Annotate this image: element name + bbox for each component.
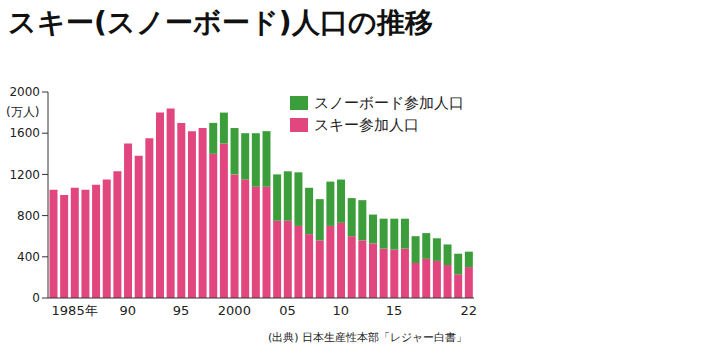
svg-text:1600: 1600 [9, 126, 40, 140]
html-text:スキー参加人口: スキー参加人口 [314, 116, 419, 134]
svg-text:95: 95 [173, 303, 190, 318]
html-text:スノーボード参加人口: スノーボード参加人口 [314, 94, 464, 112]
svg-text:90: 90 [120, 303, 137, 318]
html-text:(出典) 日本生産性本部「レジャー白書」: (出典) 日本生産性本部「レジャー白書」 [268, 331, 468, 344]
html-text:(万人): (万人) [6, 105, 40, 119]
svg-text:400: 400 [17, 250, 40, 264]
svg-text:0: 0 [32, 291, 40, 305]
svg-text:10: 10 [333, 303, 350, 318]
svg-text:22: 22 [460, 303, 477, 318]
svg-text:1200: 1200 [9, 168, 40, 182]
svg-text:05: 05 [279, 303, 296, 318]
svg-text:800: 800 [17, 209, 40, 223]
svg-text:2000: 2000 [218, 303, 251, 318]
svg-text:2000: 2000 [9, 85, 40, 99]
svg-text:1985年: 1985年 [52, 303, 98, 318]
html-text:スキー(スノーボード)人口の推移: スキー(スノーボード)人口の推移 [8, 6, 433, 39]
svg-text:15: 15 [386, 303, 403, 318]
